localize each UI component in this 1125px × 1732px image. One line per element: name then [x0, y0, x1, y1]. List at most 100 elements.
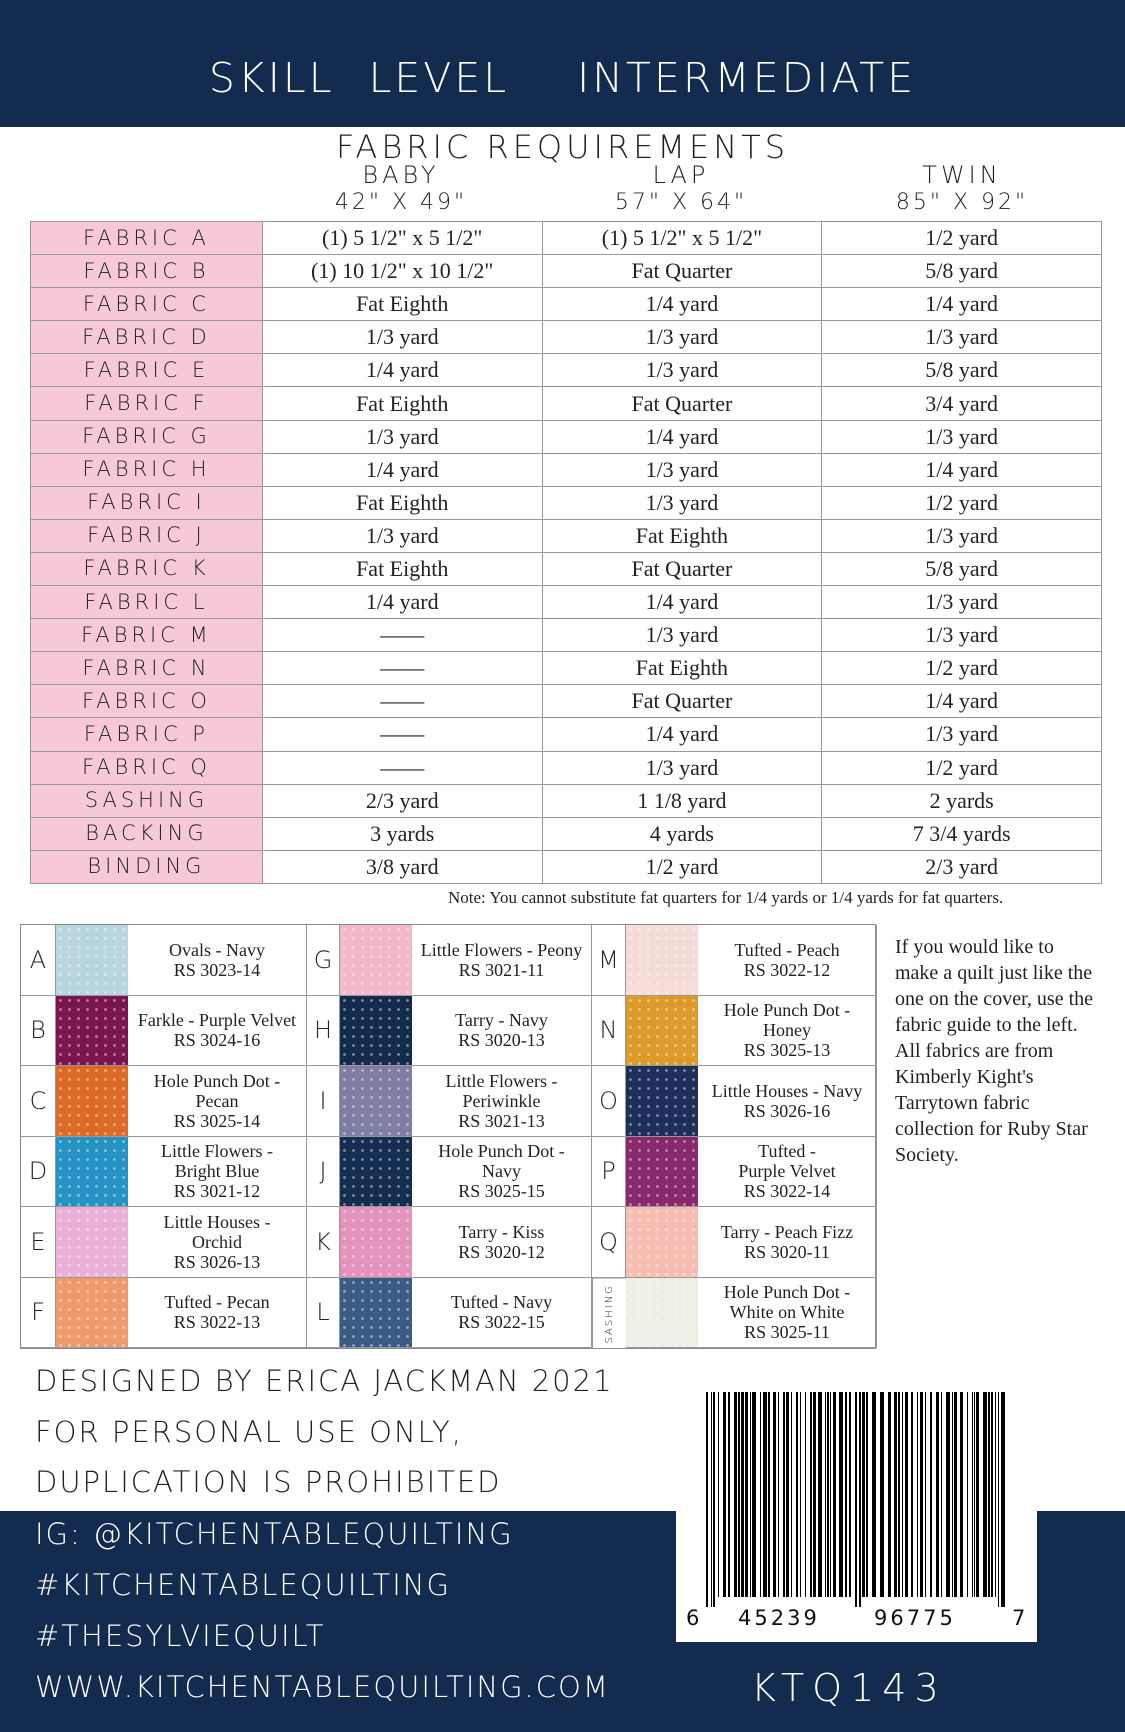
- fabric-label: FABRIC A: [30, 220, 263, 256]
- swatch-text-line: Tarry - Kiss: [458, 1221, 545, 1242]
- barcode-bar: [738, 1392, 740, 1597]
- swatch-letter: I: [307, 1066, 340, 1137]
- barcode-bar: [791, 1392, 792, 1597]
- barcode-bar: [825, 1392, 826, 1597]
- barcode-bar: [778, 1392, 779, 1597]
- barcode-bar: [972, 1392, 973, 1597]
- swatch-letter: N: [592, 995, 626, 1066]
- swatch-text-line: RS 3022-12: [743, 959, 831, 980]
- fabric-swatch-image: [340, 1277, 412, 1348]
- swatch-text-line: Hole Punch Dot -: [438, 1141, 565, 1162]
- requirement-cell: Fat Quarter: [541, 551, 823, 587]
- fabric-swatch-image: [56, 1277, 128, 1348]
- fabric-label: FABRIC D: [30, 320, 263, 355]
- swatch-letter: B: [21, 995, 56, 1066]
- swatch-text-line: RS 3022-15: [458, 1312, 545, 1333]
- barcode-bar: [866, 1392, 868, 1597]
- barcode-bar: [750, 1392, 751, 1597]
- fabric-label: FABRIC I: [30, 485, 263, 520]
- swatch-letter: C: [21, 1066, 56, 1137]
- fabric-guide-description: If you would like to make a quilt just l…: [895, 936, 1094, 1166]
- swatch-text-line: RS 3025-11: [744, 1322, 830, 1343]
- fabric-label: BACKING: [30, 816, 263, 851]
- swatch-letter: M: [592, 925, 626, 996]
- fabric-swatch-image: [626, 1066, 698, 1137]
- requirement-cell: 1/3 yard: [821, 717, 1102, 752]
- swatch-letter: J: [307, 1136, 340, 1207]
- swatch-text-line: Periwinkle: [462, 1090, 541, 1111]
- table-row: FABRIC Q —— 1/3 yard 1/2 yard: [30, 750, 1102, 785]
- barcode-bar: [855, 1392, 857, 1607]
- barcode-bar: [911, 1392, 913, 1597]
- requirement-cell: Fat Eighth: [541, 651, 823, 686]
- skill-level-header: SKILL LEVEL INTERMEDIATE: [0, 0, 1125, 127]
- requirement-cell: 1/4 yard: [261, 585, 543, 620]
- requirement-cell: 5/8 yard: [821, 551, 1102, 587]
- column-size-lap: 57" X 64": [614, 190, 748, 215]
- skill-level-title: SKILL LEVEL INTERMEDIATE: [208, 53, 917, 102]
- barcode-bar: [845, 1392, 847, 1597]
- substitution-note: Note: You cannot substitute fat quarters…: [448, 888, 1004, 907]
- fabric-swatch-image: [340, 995, 412, 1066]
- swatch-text-line: Navy: [482, 1161, 521, 1182]
- requirement-cell: Fat Eighth: [261, 287, 543, 322]
- requirement-cell: ——: [261, 651, 543, 686]
- barcode-bar: [967, 1392, 968, 1597]
- swatch-text-line: Little Houses -: [163, 1211, 271, 1232]
- swatch-letter: D: [21, 1136, 56, 1207]
- swatch-text-line: RS 3026-16: [743, 1100, 831, 1121]
- swatch-text-line: RS 3020-11: [744, 1241, 830, 1262]
- swatch-description: Little Flowers - Peony RS 3021-11: [412, 925, 592, 996]
- requirement-cell: (1) 5 1/2" x 5 1/2": [261, 220, 543, 256]
- requirement-cell: 1/3 yard: [821, 585, 1102, 620]
- swatch-description: Little Flowers - Periwinkle RS 3021-13: [412, 1066, 592, 1137]
- instagram-handle: IG: @KITCHENTABLEQUILTING: [35, 1517, 514, 1551]
- fabric-label: FABRIC B: [30, 254, 263, 289]
- swatch-text-line: RS 3026-13: [173, 1251, 261, 1272]
- requirement-cell: ——: [261, 618, 543, 653]
- swatch-letter: O: [592, 1066, 626, 1137]
- requirement-cell: 1/3 yard: [261, 518, 543, 553]
- barcode-bar: [827, 1392, 829, 1597]
- requirement-cell: 7 3/4 yards: [821, 816, 1102, 851]
- barcode-bar: [941, 1392, 942, 1597]
- barcode-bar: [954, 1392, 957, 1597]
- barcode-bar: [859, 1392, 861, 1607]
- requirement-cell: 1/4 yard: [541, 419, 823, 454]
- requirement-cell: 1/3 yard: [541, 750, 823, 785]
- website-link[interactable]: WWW.KITCHENTABLEQUILTING.COM: [35, 1670, 610, 1704]
- swatch-text-line: Tufted - Peach: [734, 939, 840, 960]
- swatch-description: Tufted - Purple Velvet RS 3022-14: [698, 1136, 877, 1207]
- fabric-label: FABRIC C: [30, 287, 263, 322]
- swatch-text-line: RS 3025-14: [173, 1110, 261, 1131]
- barcode-bars: [706, 1392, 1005, 1607]
- requirement-cell: 1/3 yard: [261, 320, 543, 355]
- swatch-description: Ovals - Navy RS 3023-14: [128, 925, 307, 996]
- swatch-text-line: Little Houses - Navy: [711, 1080, 863, 1101]
- requirement-cell: 1/3 yard: [541, 618, 823, 653]
- swatch-description: Tarry - Peach Fizz RS 3020-11: [698, 1207, 877, 1278]
- swatch-text-line: Orchid: [192, 1231, 242, 1252]
- barcode-bar: [917, 1392, 918, 1597]
- swatch-text-line: Pecan: [195, 1090, 239, 1111]
- barcode-bar: [898, 1392, 900, 1597]
- barcode-bar: [706, 1392, 708, 1607]
- barcode-bar: [810, 1392, 812, 1597]
- requirement-cell: 1/3 yard: [541, 485, 823, 520]
- barcode-bar: [839, 1392, 843, 1597]
- swatch-description: Hole Punch Dot - Honey RS 3025-13: [698, 995, 877, 1066]
- barcode-bar: [960, 1392, 963, 1597]
- requirement-cell: 1/4 yard: [541, 717, 823, 752]
- fabric-label: SASHING: [30, 783, 263, 818]
- swatch-description: Tarry - Navy RS 3020-13: [412, 995, 592, 1066]
- requirement-cell: (1) 10 1/2" x 10 1/2": [261, 254, 543, 289]
- swatch-text-line: Purple Velvet: [738, 1161, 836, 1182]
- barcode-bar: [872, 1392, 876, 1597]
- fabric-swatch-image: [626, 995, 698, 1066]
- barcode-bar: [768, 1392, 770, 1597]
- barcode-bar: [734, 1392, 737, 1597]
- swatch-text-line: RS 3021-11: [458, 959, 545, 980]
- requirement-cell: 1/2 yard: [821, 651, 1102, 686]
- barcode-bar: [796, 1392, 798, 1597]
- table-row: FABRIC J 1/3 yard Fat Eighth 1/3 yard: [30, 518, 1102, 553]
